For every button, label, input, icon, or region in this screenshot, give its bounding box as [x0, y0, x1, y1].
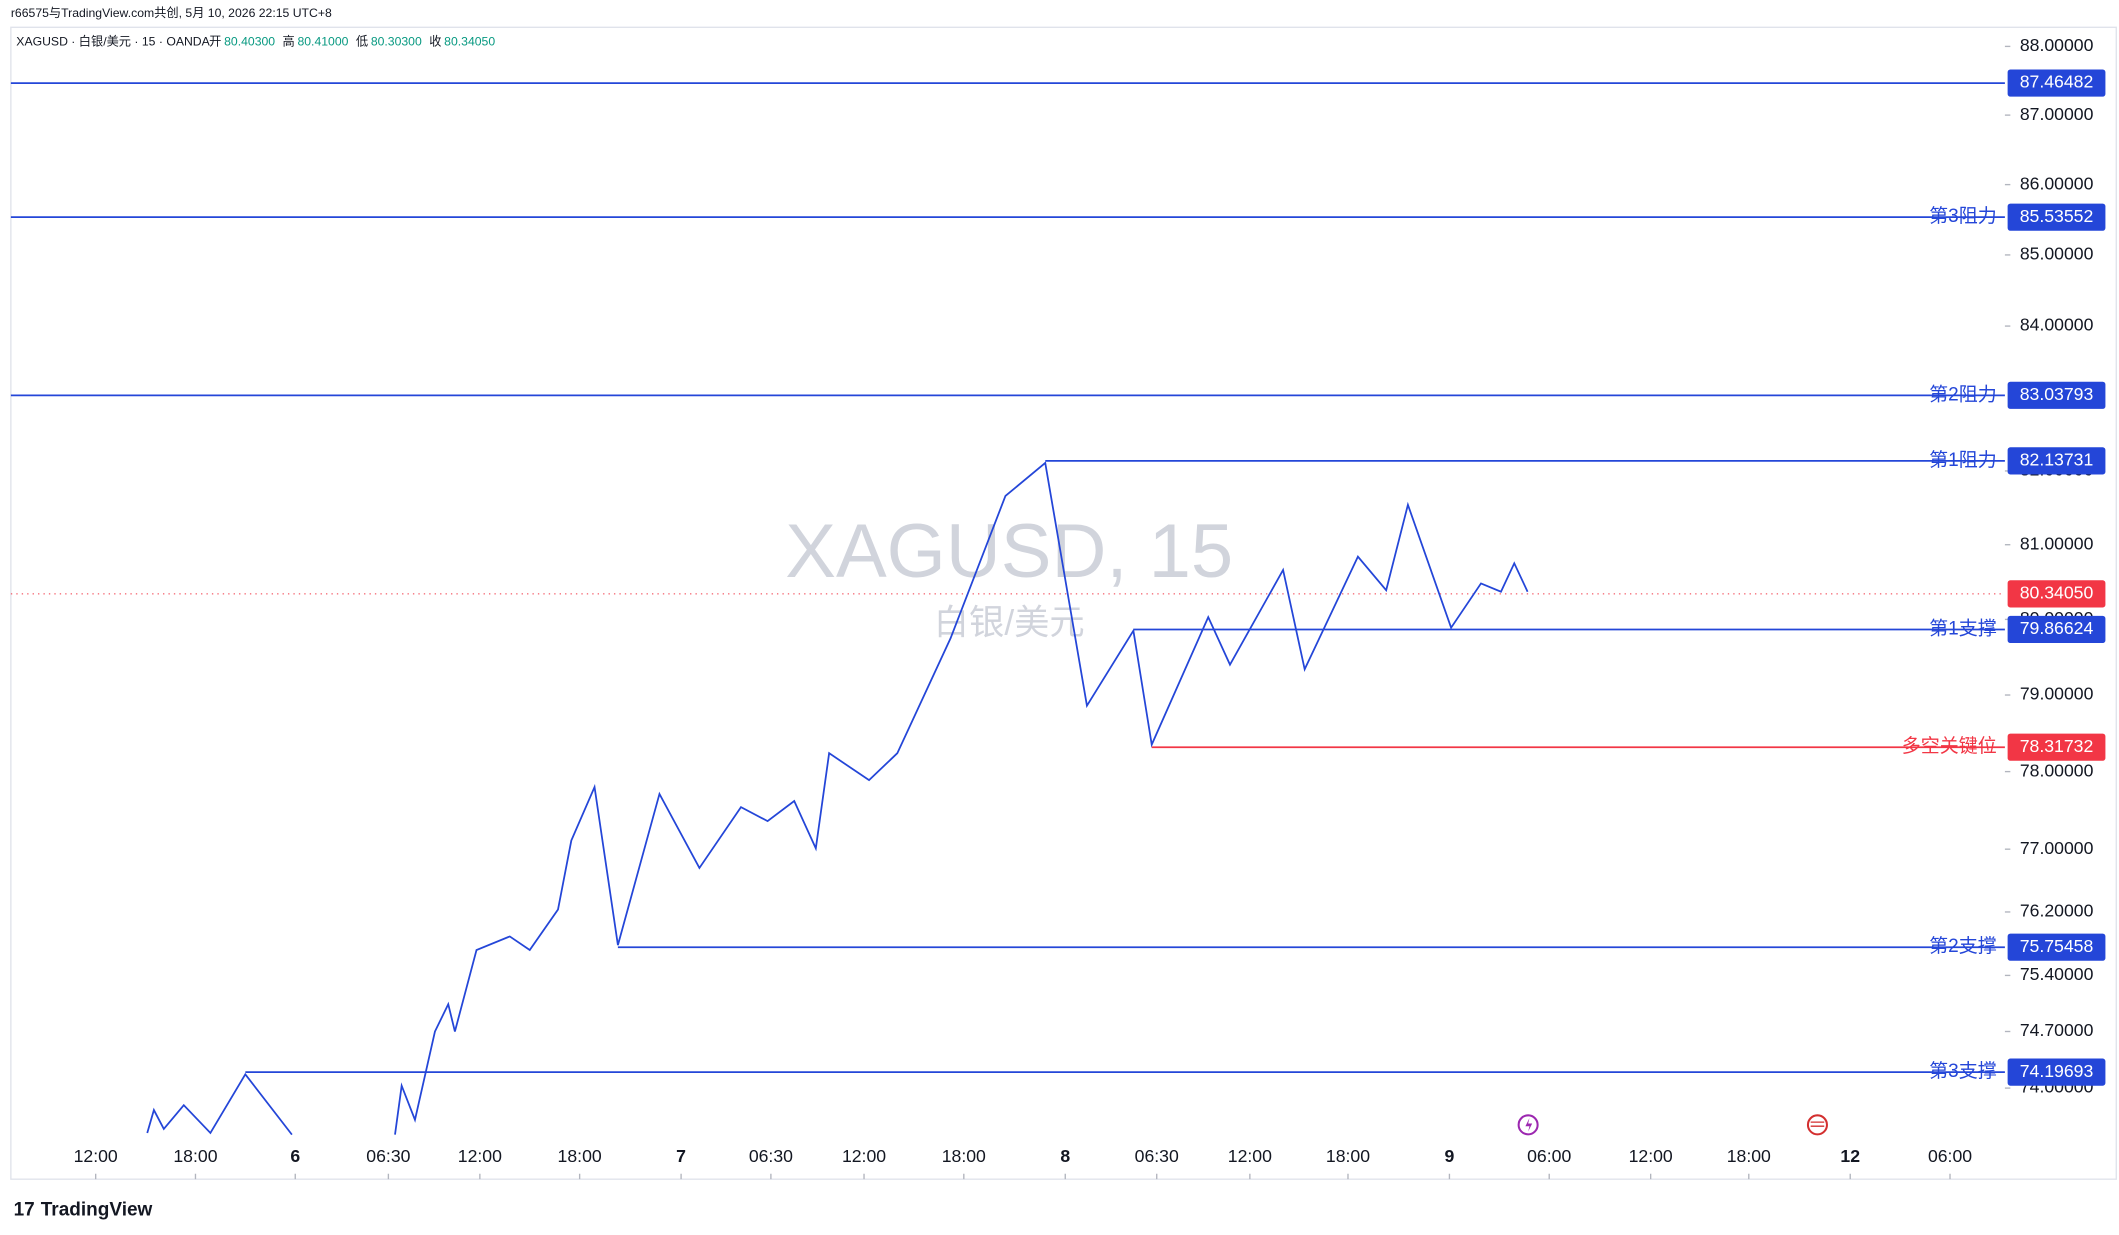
x-tick-label: 06:30	[1135, 1146, 1179, 1166]
price-tag	[2007, 69, 2106, 97]
price-tag-label: 87.46482	[2020, 72, 2094, 92]
price-tag-label: 74.19693	[2020, 1061, 2094, 1081]
level-label: 第1支撑	[1929, 617, 1997, 639]
x-tick-label: 06:00	[1527, 1146, 1571, 1166]
price-tag-label: 78.31732	[2020, 736, 2094, 756]
ohlc-label: 低	[356, 34, 368, 48]
x-tick-label: 12:00	[842, 1146, 886, 1166]
brand: TradingView	[41, 1199, 153, 1220]
x-tick-label: 9	[1445, 1146, 1455, 1166]
watermark: XAGUSD, 15	[785, 509, 1233, 594]
x-tick-label: 06:30	[749, 1146, 793, 1166]
ohlc-value: 80.41000	[297, 34, 348, 48]
last-price-label: 80.34050	[2020, 583, 2094, 603]
ohlc-label: 开	[209, 34, 221, 48]
ohlc-label: 收	[429, 34, 441, 48]
level-label: 第2阻力	[1929, 383, 1997, 405]
level-label: 第3阻力	[1929, 205, 1997, 227]
price-tag-label: 79.86624	[2020, 618, 2094, 638]
y-tick-label: 79.00000	[2020, 684, 2094, 704]
price-tag	[2007, 733, 2106, 761]
y-tick-label: 88.00000	[2020, 35, 2094, 55]
x-tick-label: 18:00	[1326, 1146, 1370, 1166]
ohlc-label: 高	[283, 33, 295, 48]
price-tag	[2007, 203, 2106, 231]
x-tick-label: 18:00	[942, 1146, 986, 1166]
y-tick-label: 87.00000	[2020, 104, 2094, 124]
x-tick-label: 06:30	[366, 1146, 410, 1166]
y-tick-label: 78.00000	[2020, 760, 2094, 780]
x-tick-label: 12:00	[1629, 1146, 1673, 1166]
level-label: 第2支撑	[1929, 935, 1997, 957]
symbol: XAGUSD · 白银/美元 · 15 · OANDA	[16, 33, 210, 48]
x-tick-label: 12:00	[74, 1146, 118, 1166]
price-tag-label: 82.13731	[2020, 450, 2094, 470]
header: r66575与TradingView.com共创, 5月 10, 2026 22…	[11, 6, 332, 20]
x-tick-label: 18:00	[1727, 1146, 1771, 1166]
x-tick-label: 12:00	[1228, 1146, 1272, 1166]
chart-frame	[10, 26, 2117, 1180]
price-tag	[2007, 1058, 2106, 1086]
y-tick-label: 74.70000	[2020, 1020, 2094, 1040]
x-tick-label: 7	[676, 1146, 686, 1166]
price-tag	[2007, 447, 2106, 475]
y-tick-label: 84.00000	[2020, 315, 2094, 335]
x-tick-label: 06:00	[1928, 1146, 1972, 1166]
x-tick-label: 12:00	[458, 1146, 502, 1166]
price-tag	[2007, 933, 2106, 961]
x-tick-label: 12	[1840, 1146, 1860, 1166]
y-tick-label: 81.00000	[2020, 533, 2094, 553]
x-tick-label: 6	[290, 1146, 300, 1166]
price-tag-label: 85.53552	[2020, 206, 2094, 226]
level-label: 第3支撑	[1929, 1060, 1997, 1082]
ohlc-value: 80.30300	[371, 34, 422, 48]
last-price-tag	[2007, 580, 2106, 608]
price-path	[146, 461, 1529, 1136]
price-tag	[2007, 615, 2106, 644]
ohlc-value: 80.40300	[224, 34, 275, 48]
price-tag	[2007, 381, 2106, 409]
y-tick-label: 86.00000	[2020, 173, 2094, 193]
y-tick-label: 76.20000	[2020, 901, 2094, 921]
ohlc-value: 80.34050	[444, 34, 495, 48]
watermark-sub: 白银/美元	[934, 603, 1085, 642]
level-label: 多空关键位	[1902, 735, 1997, 757]
price-tag-label: 75.75458	[2020, 936, 2094, 956]
price-tag-label: 83.03793	[2020, 384, 2094, 404]
event-icon[interactable]	[1517, 1114, 1539, 1136]
brand-logo: 17	[14, 1199, 35, 1220]
y-tick-label: 77.00000	[2020, 838, 2094, 858]
y-tick-label: 85.00000	[2020, 244, 2094, 264]
x-tick-label: 18:00	[558, 1146, 602, 1166]
x-tick-label: 18:00	[173, 1146, 217, 1166]
y-tick-label: 75.40000	[2020, 964, 2094, 984]
level-label: 第1阻力	[1929, 449, 1997, 471]
flag-icon[interactable]	[1806, 1114, 1828, 1136]
x-tick-label: 8	[1060, 1146, 1070, 1166]
